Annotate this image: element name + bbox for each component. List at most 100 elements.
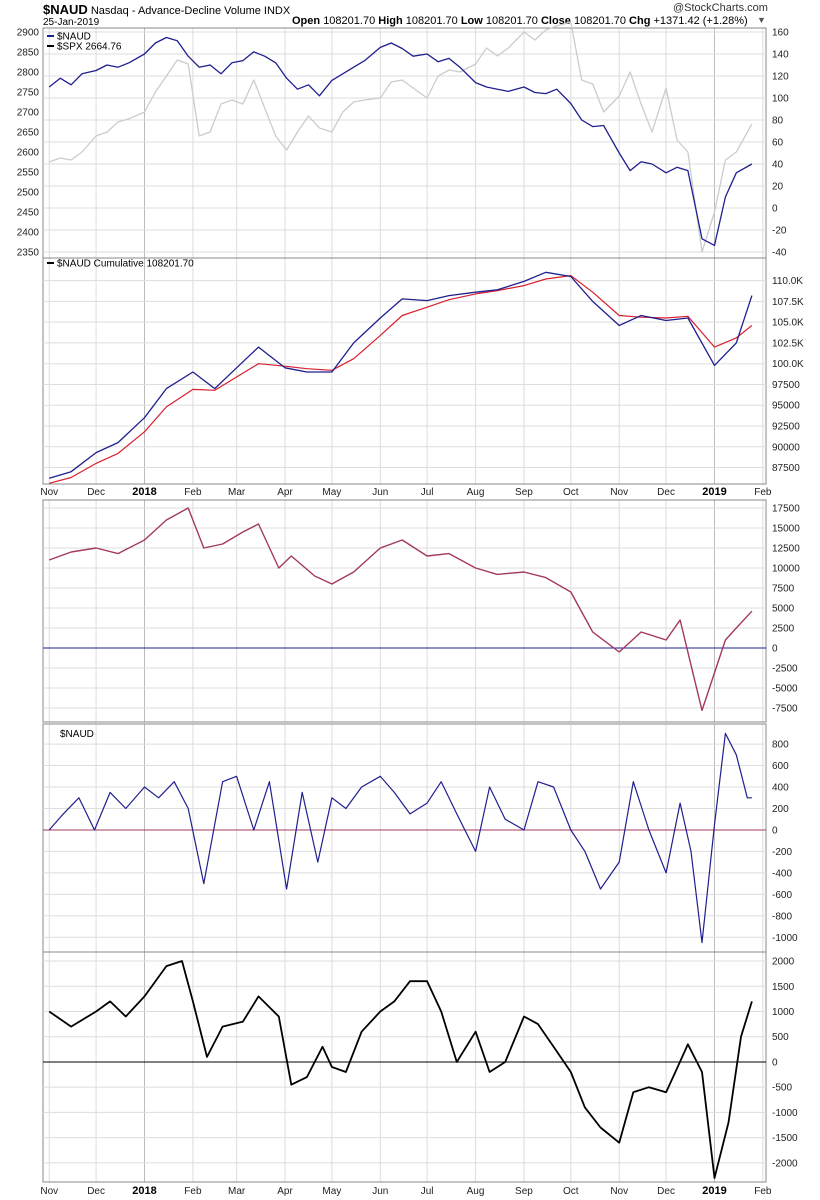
right-tick-label: 100.0K — [772, 359, 804, 370]
right-tick-label: 15000 — [772, 524, 800, 535]
x-tick-label: May — [322, 1186, 341, 1197]
x-tick-label: Jul — [421, 487, 434, 498]
x-tick-label: Dec — [87, 487, 105, 498]
left-tick-label: 2550 — [17, 168, 40, 179]
x-tick-label: Sep — [515, 1186, 533, 1197]
oscillator-3-line — [48, 960, 753, 1179]
x-tick-label: Nov — [40, 1186, 58, 1197]
right-tick-label: 0 — [772, 204, 778, 215]
left-tick-label: 2800 — [17, 68, 40, 79]
left-tick-label: 2750 — [17, 88, 40, 99]
panel-frame-4 — [42, 723, 767, 953]
exchange-label: INDX — [263, 5, 291, 17]
cumulative-line — [49, 271, 753, 479]
right-tick-label: 0 — [772, 825, 778, 836]
x-tick-label: Jul — [421, 1186, 434, 1197]
right-tick-label: 2000 — [772, 957, 795, 968]
right-tick-label: 12500 — [772, 544, 800, 555]
right-tick-label: 107.5K — [772, 297, 804, 308]
right-tick-label: -1500 — [772, 1133, 798, 1144]
symbol-name: Nasdaq - Advance-Decline Volume — [90, 5, 261, 17]
right-tick-label: 160 — [772, 28, 789, 39]
left-tick-label: 2350 — [17, 248, 40, 259]
x-tick-label: Feb — [184, 1186, 202, 1197]
right-tick-label: -400 — [772, 868, 792, 879]
open-value: 108201.70 — [323, 15, 376, 27]
x-tick-label: May — [322, 487, 341, 498]
x-tick-label: Aug — [467, 487, 485, 498]
right-tick-label: -7500 — [772, 704, 798, 715]
oscillator-1-line — [48, 507, 753, 712]
right-tick-label: 95000 — [772, 401, 800, 412]
right-tick-label: 17500 — [772, 504, 800, 515]
x-tick-label: Dec — [657, 487, 675, 498]
spx-line — [48, 21, 753, 253]
right-tick-label: 2500 — [772, 624, 795, 635]
x-tick-label: Sep — [515, 487, 533, 498]
x-tick-label: Jun — [372, 1186, 388, 1197]
x-tick-label: Mar — [228, 487, 246, 498]
right-tick-label: 120 — [772, 72, 789, 83]
left-tick-label: 2450 — [17, 208, 40, 219]
right-tick-label: 1000 — [772, 1007, 795, 1018]
x-tick-label: Dec — [657, 1186, 675, 1197]
x-tick-label: 2019 — [702, 486, 726, 498]
legend-cumulative: $NAUD Cumulative 108201.70 — [57, 259, 194, 270]
x-tick-label: Oct — [563, 1186, 579, 1197]
high-value: 108201.70 — [405, 15, 458, 27]
ma-line — [49, 275, 753, 484]
right-tick-label: 97500 — [772, 380, 800, 391]
left-tick-label: 2650 — [17, 128, 40, 139]
left-tick-label: 2600 — [17, 148, 40, 159]
triangle-down-icon[interactable]: ▼ — [757, 15, 766, 25]
symbol-label: $NAUD — [43, 2, 88, 17]
date-label: 25-Jan-2019 — [43, 17, 100, 28]
panel-frame-3 — [42, 499, 767, 723]
right-tick-label: 800 — [772, 740, 789, 751]
right-tick-label: 140 — [772, 50, 789, 61]
right-tick-label: 400 — [772, 783, 789, 794]
x-tick-label: Apr — [277, 1186, 293, 1197]
right-tick-label: 110.0K — [772, 276, 803, 287]
right-tick-label: 10000 — [772, 564, 800, 575]
left-tick-label: 2900 — [17, 28, 40, 39]
right-tick-label: -5000 — [772, 684, 798, 695]
low-value: 108201.70 — [485, 15, 538, 27]
right-tick-label: 600 — [772, 761, 789, 772]
right-tick-label: 60 — [772, 138, 784, 149]
x-tick-label: Nov — [610, 1186, 628, 1197]
x-tick-label: Dec — [87, 1186, 105, 1197]
panel-frame-5 — [42, 951, 767, 1183]
right-tick-label: 102.5K — [772, 338, 804, 349]
naud-line — [48, 36, 753, 247]
right-tick-label: 0 — [772, 644, 778, 655]
legend-naud: $NAUD — [57, 32, 91, 43]
right-tick-label: 7500 — [772, 584, 795, 595]
right-tick-label: 0 — [772, 1057, 778, 1068]
right-tick-label: -500 — [772, 1083, 792, 1094]
watermark: @StockCharts.com — [673, 2, 768, 14]
panel-frame-2 — [42, 257, 767, 485]
right-tick-label: -2500 — [772, 664, 798, 675]
high-label: High — [378, 15, 403, 27]
x-tick-label: Nov — [610, 487, 628, 498]
right-tick-label: 5000 — [772, 604, 795, 615]
legend-oscillator-2: $NAUD — [60, 729, 94, 740]
right-tick-label: -20 — [772, 226, 787, 237]
right-tick-label: -800 — [772, 911, 792, 922]
right-tick-label: 105.0K — [772, 318, 804, 329]
x-tick-label: Jun — [372, 487, 388, 498]
ohlc-summary: Open 108201.70 High 108201.70 Low 108201… — [292, 15, 748, 27]
x-tick-label: Oct — [563, 487, 579, 498]
left-tick-label: 2400 — [17, 228, 40, 239]
right-tick-label: 100 — [772, 94, 789, 105]
right-tick-label: -1000 — [772, 933, 798, 944]
right-tick-label: -200 — [772, 847, 792, 858]
right-tick-label: 200 — [772, 804, 789, 815]
right-tick-label: 87500 — [772, 463, 800, 474]
right-tick-label: 80 — [772, 116, 784, 127]
chart-header: $NAUD Nasdaq - Advance-Decline Volume IN… — [43, 2, 290, 17]
left-tick-label: 2700 — [17, 108, 40, 119]
panel-frame-1 — [42, 27, 767, 259]
